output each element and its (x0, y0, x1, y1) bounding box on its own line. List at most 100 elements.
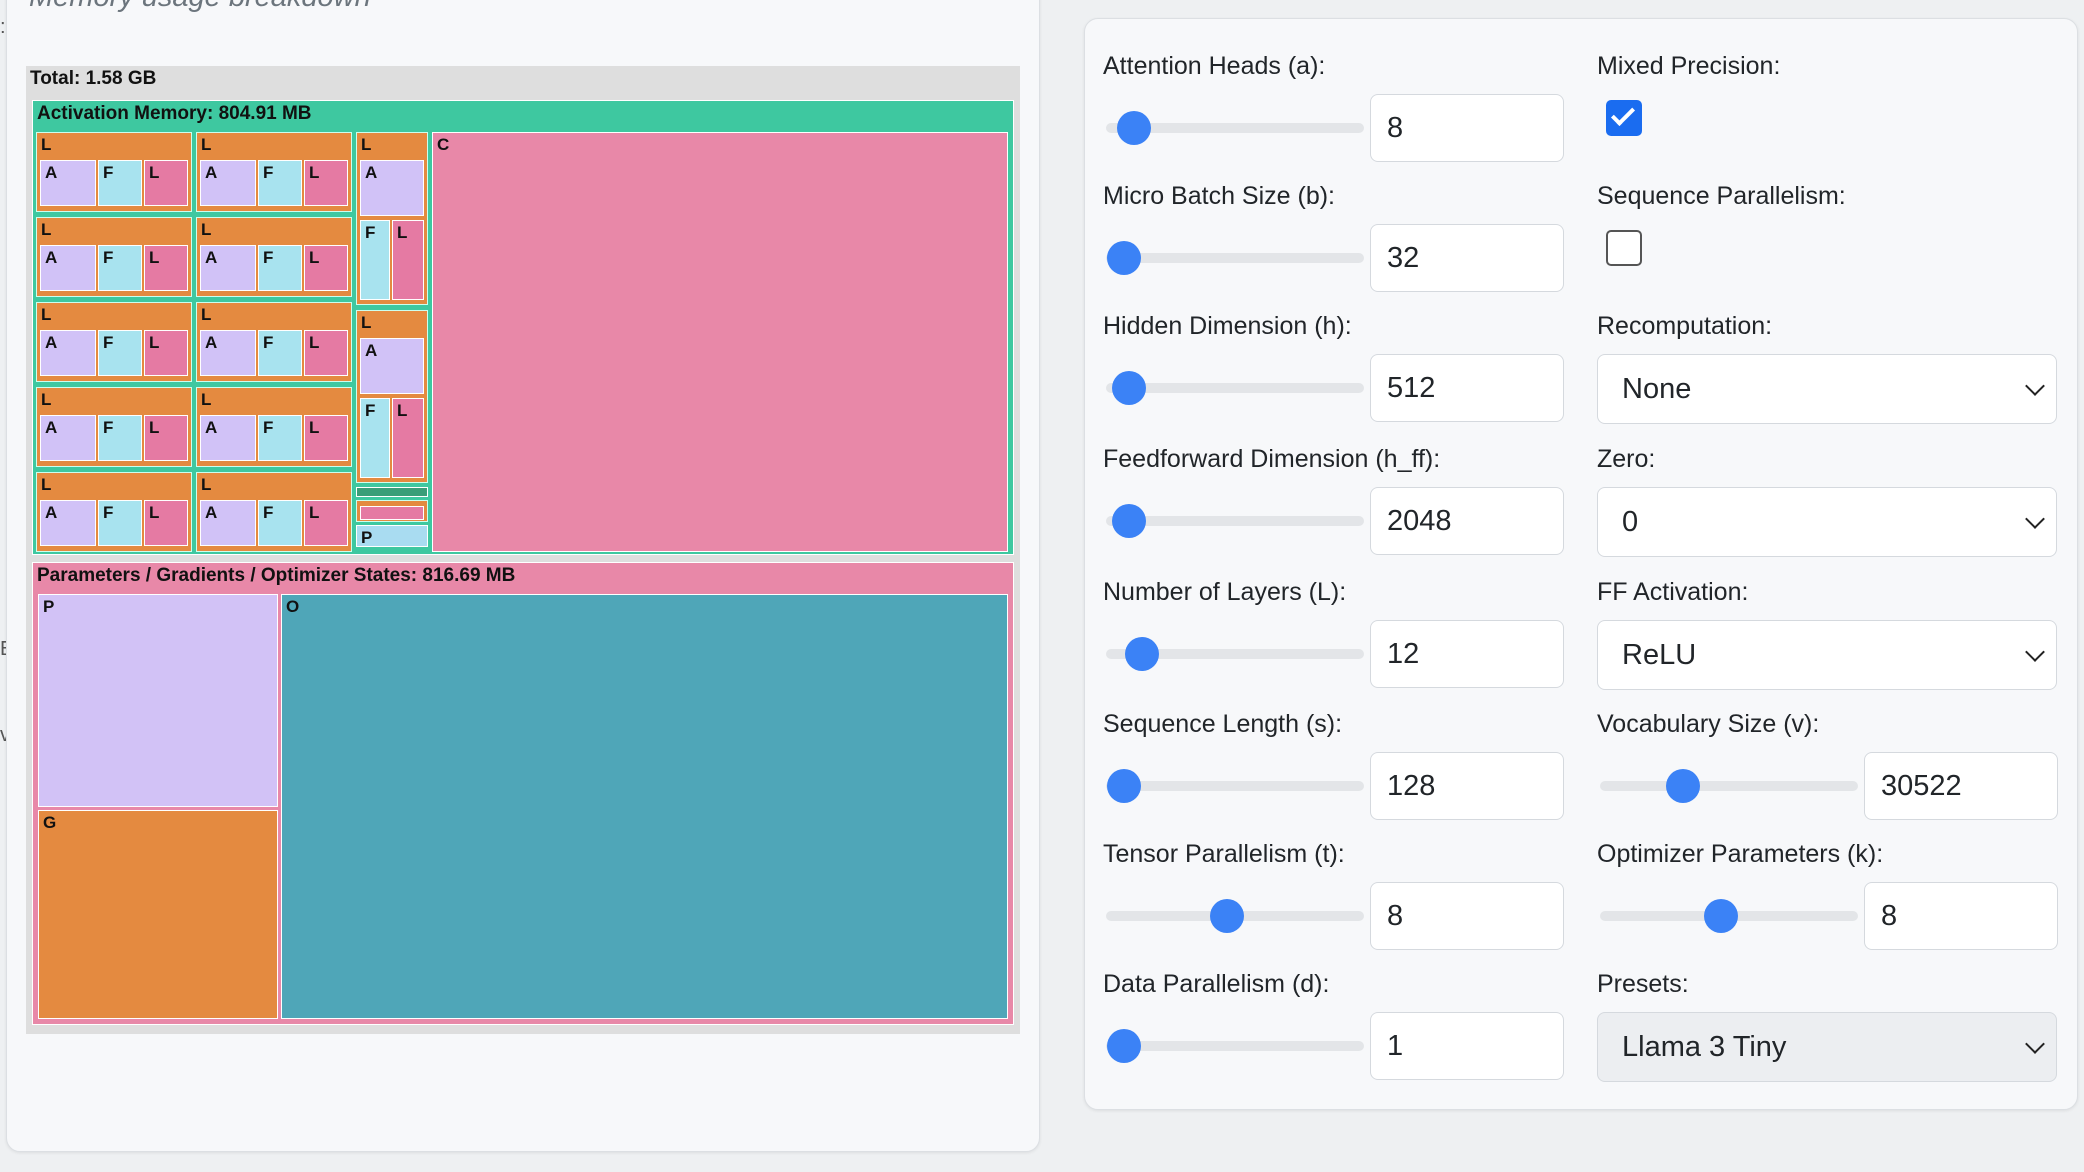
data-par-input[interactable]: 1 (1370, 1012, 1564, 1080)
layernorm-block[interactable]: L (392, 398, 424, 478)
micro-batch-slider[interactable] (1106, 238, 1364, 278)
num-layers-input[interactable]: 12 (1370, 620, 1564, 688)
slider-thumb[interactable] (1665, 769, 1700, 803)
feedforward-block[interactable]: F (360, 398, 390, 478)
ff-dim-input[interactable]: 2048 (1370, 487, 1564, 555)
micro-batch-label: Micro Batch Size (b): (1103, 182, 1336, 210)
attention-block[interactable]: A (200, 330, 256, 376)
zero-select[interactable]: 0 (1597, 487, 2057, 557)
micro-batch-input[interactable]: 32 (1370, 224, 1564, 292)
hidden-dim-slider[interactable] (1106, 368, 1364, 408)
optimizer-params-slider[interactable] (1600, 896, 1858, 936)
attention-block[interactable]: A (40, 160, 96, 206)
num-layers-slider[interactable] (1106, 634, 1364, 674)
feedforward-block[interactable]: F (98, 330, 142, 376)
layernorm-block[interactable]: L (304, 500, 348, 546)
attention-block-label: A (45, 503, 58, 522)
p-small-block-label: P (361, 528, 373, 547)
feedforward-block-label: F (103, 248, 114, 267)
slider-thumb[interactable] (1112, 371, 1147, 405)
attention-block-label: A (205, 333, 218, 352)
params-p-block[interactable]: P (38, 594, 278, 807)
layernorm-block[interactable]: L (392, 220, 424, 300)
attention-heads-label: Attention Heads (a): (1103, 52, 1326, 80)
seq-length-label: Sequence Length (s): (1103, 710, 1343, 738)
layernorm-block[interactable]: L (304, 330, 348, 376)
attention-block[interactable]: A (40, 245, 96, 291)
attention-block[interactable]: A (360, 160, 424, 216)
slider-thumb[interactable] (1125, 637, 1160, 671)
feedforward-block[interactable]: F (360, 220, 390, 300)
layernorm-block[interactable]: L (144, 500, 188, 546)
layernorm-block[interactable]: L (304, 415, 348, 461)
slider-thumb[interactable] (1107, 241, 1142, 275)
feedforward-block-label: F (263, 333, 274, 352)
layernorm-block-label: L (309, 503, 320, 522)
mixed-precision-checkbox[interactable] (1606, 100, 1642, 136)
layernorm-block[interactable]: L (144, 245, 188, 291)
sequence-parallelism-checkbox[interactable] (1606, 230, 1642, 266)
hidden-dim-input[interactable]: 512 (1370, 354, 1564, 422)
layernorm-block[interactable]: L (304, 245, 348, 291)
layernorm-block[interactable]: L (304, 160, 348, 206)
seq-length-slider[interactable] (1106, 766, 1364, 806)
tensor-par-input[interactable]: 8 (1370, 882, 1564, 950)
slider-thumb[interactable] (1210, 899, 1245, 933)
layernorm-block-label: L (397, 223, 408, 242)
layernorm-block-label: L (309, 418, 320, 437)
feedforward-block[interactable]: F (258, 415, 302, 461)
slider-thumb[interactable] (1704, 899, 1739, 933)
layer-block-label: L (41, 135, 52, 154)
layer-block-label: L (201, 390, 212, 409)
feedforward-block[interactable]: F (98, 415, 142, 461)
gradients-g-block[interactable]: G (38, 810, 278, 1019)
feedforward-block[interactable]: F (258, 500, 302, 546)
ff-dim-slider[interactable] (1106, 501, 1364, 541)
feedforward-block-label: F (263, 163, 274, 182)
slider-thumb[interactable] (1107, 769, 1142, 803)
attention-block[interactable]: A (200, 245, 256, 291)
vocab-size-label: Vocabulary Size (v): (1597, 710, 1820, 738)
tensor-par-slider[interactable] (1106, 896, 1364, 936)
optimizer-o-block[interactable]: O (281, 594, 1008, 1019)
slider-thumb[interactable] (1107, 1029, 1142, 1063)
feedforward-block[interactable]: F (258, 160, 302, 206)
seq-length-input[interactable]: 128 (1370, 752, 1564, 820)
feedforward-block[interactable]: F (258, 330, 302, 376)
attention-block[interactable]: A (360, 338, 424, 394)
feedforward-block[interactable]: F (98, 500, 142, 546)
attention-block[interactable]: A (40, 415, 96, 461)
attention-block-label: A (45, 333, 58, 352)
attention-heads-slider[interactable] (1106, 108, 1364, 148)
layernorm-block[interactable]: L (144, 415, 188, 461)
attention-block[interactable]: A (200, 160, 256, 206)
layernorm-block[interactable]: L (144, 330, 188, 376)
data-par-slider[interactable] (1106, 1026, 1364, 1066)
p-small-block[interactable]: P (356, 525, 428, 547)
optimizer-params-label: Optimizer Parameters (k): (1597, 840, 1884, 868)
layernorm-block-label: L (149, 333, 160, 352)
c-block[interactable]: C (432, 132, 1008, 552)
attention-block[interactable]: A (40, 500, 96, 546)
optimizer-params-input[interactable]: 8 (1864, 882, 2058, 950)
slider-thumb[interactable] (1112, 504, 1147, 538)
presets-select[interactable]: Llama 3 Tiny (1597, 1012, 2057, 1082)
attention-block[interactable]: A (200, 415, 256, 461)
attention-block-label: A (45, 418, 58, 437)
feedforward-block[interactable]: F (258, 245, 302, 291)
attention-block[interactable]: A (200, 500, 256, 546)
layernorm-block-label: L (149, 503, 160, 522)
vocab-size-slider[interactable] (1600, 766, 1858, 806)
feedforward-block[interactable]: F (98, 160, 142, 206)
d-block[interactable] (356, 487, 428, 497)
layernorm-block[interactable]: L (144, 160, 188, 206)
slider-thumb[interactable] (1117, 111, 1152, 145)
layer-block-label: L (201, 475, 212, 494)
ff-activation-select[interactable]: ReLU (1597, 620, 2057, 690)
vocab-size-input[interactable]: 30522 (1864, 752, 2058, 820)
layernorm-small-block[interactable] (360, 506, 424, 520)
feedforward-block[interactable]: F (98, 245, 142, 291)
recomputation-select[interactable]: None (1597, 354, 2057, 424)
attention-block[interactable]: A (40, 330, 96, 376)
attention-heads-input[interactable]: 8 (1370, 94, 1564, 162)
